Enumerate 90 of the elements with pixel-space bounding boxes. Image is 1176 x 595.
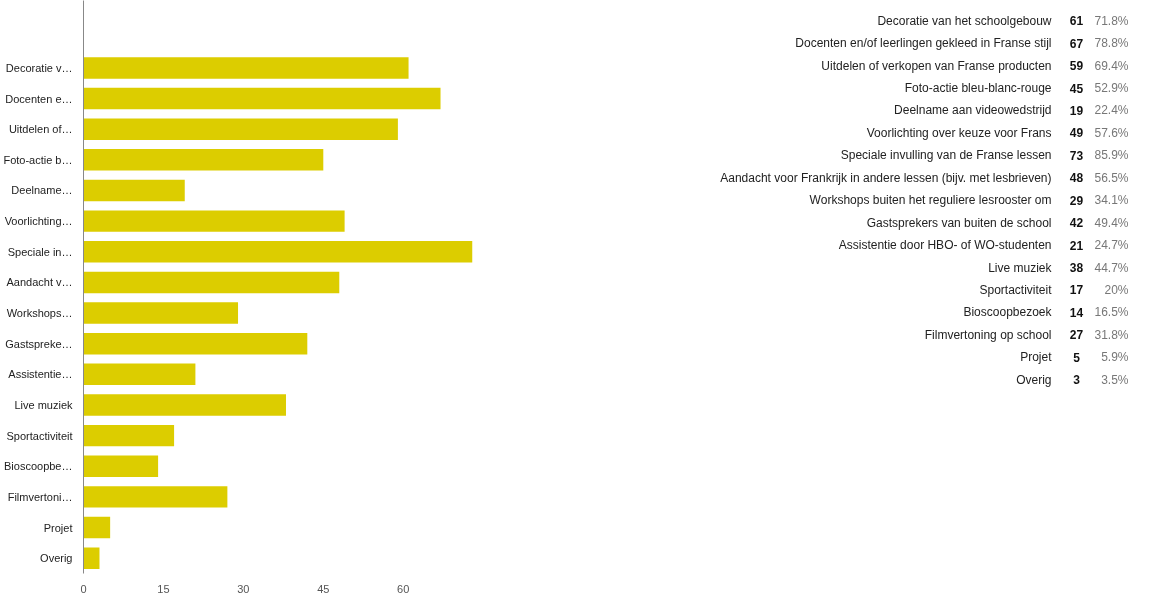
text: Gastsprekers van buiten de school (866, 215, 1052, 230)
text: Assistentie door HBO- of WO-studenten (838, 238, 1052, 253)
y-tick-label: Docenten e… (5, 92, 73, 105)
y-tick-label: Filmvertoni… (7, 490, 73, 503)
bar (83, 516, 111, 539)
text: Projet (1020, 350, 1053, 365)
text: 34.1% (1094, 193, 1129, 208)
y-tick-label: Gastspreke… (5, 337, 73, 350)
text: Uitdelen of verkopen van Franse producten (821, 58, 1052, 73)
text: 67 (1069, 36, 1084, 51)
text: 73 (1069, 148, 1084, 163)
text: 16.5% (1094, 305, 1129, 320)
y-tick-label: Voorlichting… (4, 215, 73, 228)
bar (83, 271, 340, 294)
text: 24.7% (1094, 238, 1129, 253)
y-tick-label: Bioscoopbe… (4, 460, 73, 473)
y-tick-label: Decoratie v… (5, 61, 73, 74)
bar (83, 394, 286, 416)
text: Overig (1016, 372, 1052, 387)
text: 71.8% (1094, 13, 1129, 28)
bar (83, 179, 185, 202)
bar (83, 57, 409, 79)
text: 42 (1069, 216, 1084, 231)
y-tick-label: Sportactiviteit (6, 429, 73, 442)
text: Voorlichting over keuze voor Frans (866, 125, 1052, 140)
text: 78.8% (1094, 36, 1129, 51)
x-tick-label: 30 (237, 582, 250, 595)
y-tick-label: Projet (43, 521, 73, 534)
text: 3 (1073, 373, 1081, 388)
text: 21 (1069, 238, 1084, 253)
text: 27 (1069, 328, 1084, 343)
text: 17 (1069, 283, 1084, 298)
text: Sportactiviteit (979, 282, 1053, 297)
y-tick-label: Live muziek (14, 398, 73, 411)
text: 5.9% (1101, 350, 1129, 365)
bar (83, 149, 324, 171)
bar (83, 363, 196, 386)
text: Workshops buiten het reguliere lesrooster om (809, 193, 1052, 208)
text: 5 (1073, 350, 1081, 365)
y-tick-label: Overig (40, 552, 73, 565)
bar (83, 547, 100, 569)
bar (83, 424, 175, 447)
bar (83, 486, 228, 508)
bar (83, 210, 345, 232)
text: Aandacht voor Frankrijk in andere lessen (bijv. met lesbrieven) (720, 170, 1052, 185)
text: 31.8% (1094, 327, 1129, 342)
text: 61 (1069, 14, 1084, 29)
text: Bioscoopbezoek (963, 305, 1053, 320)
text: 52.9% (1094, 81, 1129, 96)
text: 29 (1069, 193, 1084, 208)
text: Decoratie van het schoolgebouw (877, 13, 1052, 28)
text: 59 (1069, 59, 1084, 74)
text: Foto-actie bleu-blanc-rouge (904, 81, 1052, 96)
x-tick-label: 0 (80, 582, 87, 595)
text: Docenten en/of leerlingen gekleed in Franse stijl (795, 36, 1052, 51)
bar (83, 332, 308, 355)
text: 22.4% (1094, 103, 1129, 118)
text: 57.6% (1094, 125, 1129, 140)
y-tick-label: Speciale in… (7, 245, 73, 258)
text: 3.5% (1101, 372, 1129, 387)
x-tick-label: 45 (317, 582, 330, 595)
bar (83, 302, 239, 324)
y-tick-label: Aandacht v… (6, 276, 73, 289)
text: 69.4% (1094, 58, 1129, 73)
bar (83, 87, 441, 110)
text: 49 (1069, 126, 1084, 141)
bar (83, 455, 159, 477)
text: 49.4% (1094, 215, 1129, 230)
x-tick-label: 60 (397, 582, 410, 595)
text: Deelname aan videowedstrijd (894, 103, 1052, 118)
text: Speciale invulling van de Franse lessen (840, 148, 1052, 163)
text: 19 (1069, 103, 1084, 118)
text: 14 (1069, 305, 1084, 320)
text: 45 (1069, 81, 1084, 96)
x-tick-label: 15 (157, 582, 170, 595)
y-tick-label: Deelname… (11, 184, 73, 197)
bar (83, 118, 398, 140)
text: Filmvertoning op school (924, 327, 1052, 342)
text: 56.5% (1094, 170, 1129, 185)
text: 85.9% (1094, 148, 1129, 163)
text: 20% (1104, 282, 1129, 297)
y-tick-label: Foto-actie b… (3, 153, 73, 166)
y-tick-label: Uitdelen of… (8, 123, 73, 136)
text: Live muziek (988, 260, 1053, 275)
y-tick-label: Workshops… (6, 307, 73, 320)
text: 48 (1069, 171, 1084, 186)
y-tick-label: Assistentie… (8, 368, 73, 381)
bar (83, 241, 473, 263)
text: 38 (1069, 261, 1084, 276)
text: 44.7% (1094, 260, 1129, 275)
